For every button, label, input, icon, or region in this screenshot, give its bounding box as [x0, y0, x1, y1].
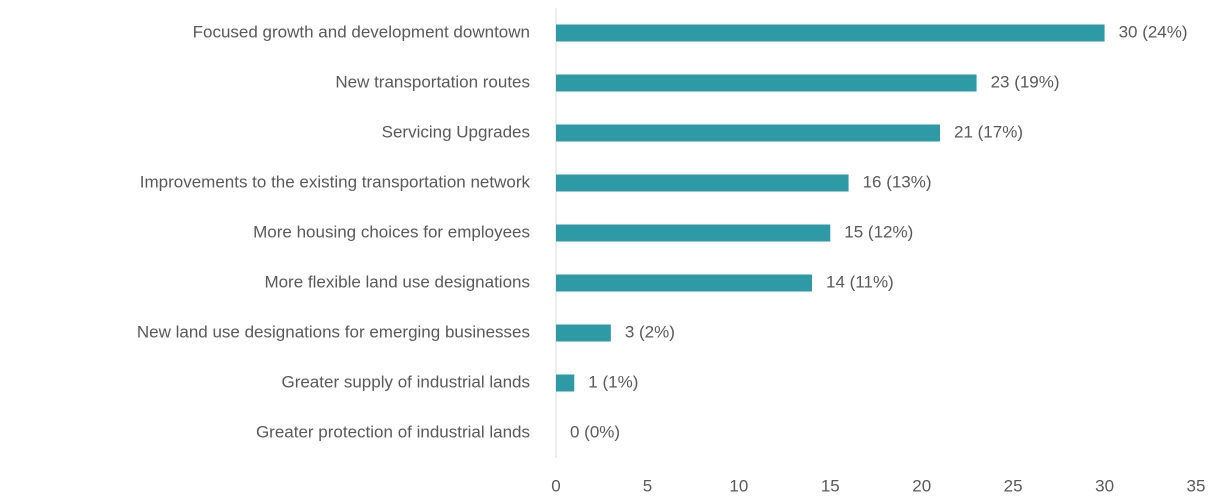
value-label: 14 (11%): [826, 272, 894, 291]
y-tick-label: Focused growth and development downtown: [193, 22, 530, 41]
value-label: 3 (2%): [625, 322, 675, 341]
bar: [556, 224, 831, 242]
y-tick-label: More flexible land use designations: [264, 272, 530, 291]
y-tick-label: New land use designations for emerging b…: [137, 322, 530, 341]
x-tick-label: 35: [1187, 476, 1206, 495]
x-tick-label: 10: [729, 476, 748, 495]
y-tick-label: New transportation routes: [335, 72, 530, 91]
value-label: 1 (1%): [588, 372, 638, 391]
y-tick-label: Servicing Upgrades: [382, 122, 530, 141]
bar: [556, 374, 575, 392]
y-tick-label: Greater protection of industrial lands: [256, 422, 530, 441]
bar: [556, 174, 849, 192]
x-tick-label: 25: [1004, 476, 1023, 495]
x-tick-label: 0: [551, 476, 560, 495]
bar: [556, 324, 611, 342]
x-tick-label: 5: [643, 476, 652, 495]
bar: [556, 124, 940, 142]
bar: [556, 24, 1105, 42]
value-label: 23 (19%): [991, 72, 1060, 91]
value-label: 30 (24%): [1119, 22, 1188, 41]
x-tick-label: 20: [912, 476, 931, 495]
value-label: 21 (17%): [954, 122, 1023, 141]
y-tick-label: Improvements to the existing transportat…: [140, 172, 531, 191]
bar: [556, 274, 812, 292]
value-label: 0 (0%): [570, 422, 620, 441]
value-label: 16 (13%): [863, 172, 932, 191]
y-tick-label: More housing choices for employees: [253, 222, 530, 241]
bar: [556, 74, 977, 92]
x-tick-label: 15: [821, 476, 840, 495]
value-label: 15 (12%): [844, 222, 913, 241]
x-tick-label: 30: [1095, 476, 1114, 495]
y-tick-label: Greater supply of industrial lands: [281, 372, 530, 391]
